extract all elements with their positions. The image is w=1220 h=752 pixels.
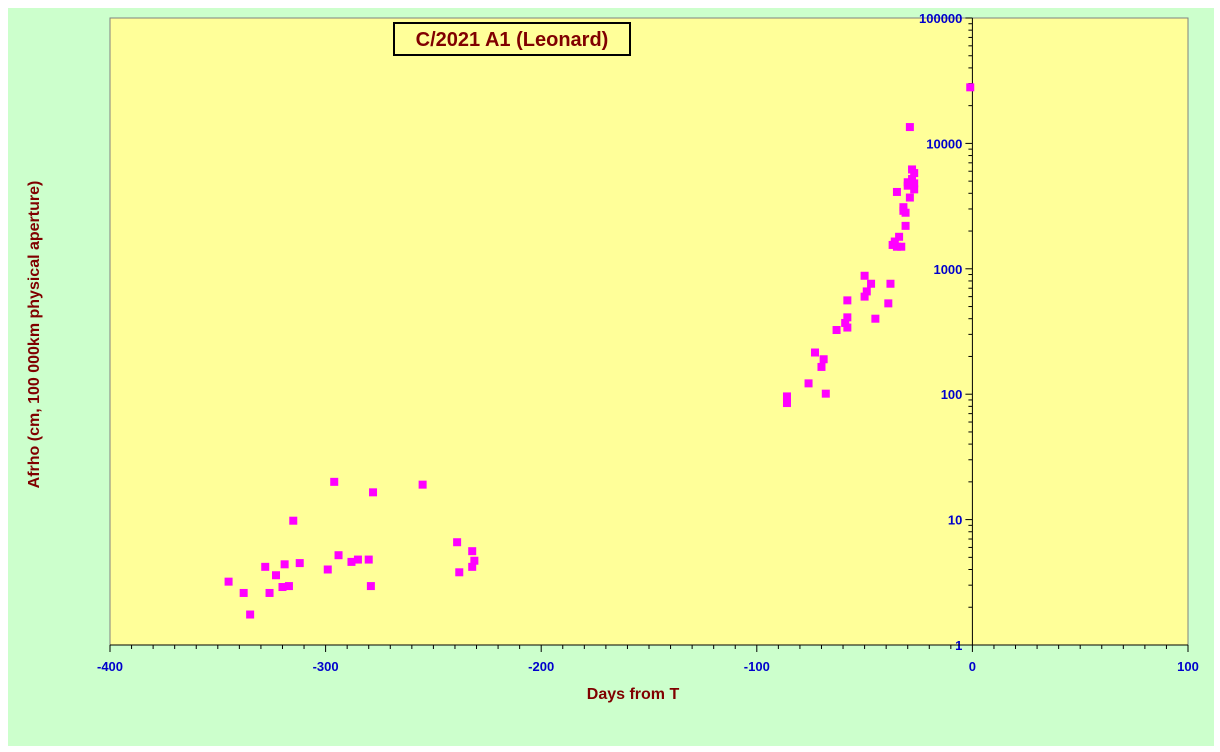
data-points (224, 83, 975, 619)
data-point (905, 123, 914, 132)
chart-title-box: C/2021 A1 (Leonard) (393, 22, 631, 56)
x-tick-label: 0 (969, 659, 976, 674)
data-point (819, 355, 828, 364)
title-frame (393, 22, 631, 56)
data-point (468, 547, 477, 556)
data-point (261, 562, 270, 571)
data-point (905, 193, 914, 202)
y-axis-title: Afrho (cm, 100 000km physical aperture) (26, 181, 43, 489)
data-point (966, 83, 975, 92)
data-point (817, 362, 826, 371)
data-point (364, 555, 373, 564)
data-point (804, 379, 813, 388)
x-axis-title: Days from T (587, 686, 680, 703)
y-axis-ticks: 110100100010000100000 (919, 11, 973, 653)
data-point (453, 538, 462, 547)
data-point (347, 557, 356, 566)
data-point (892, 242, 901, 251)
chart-title: C/2021 A1 (Leonard) (416, 29, 609, 51)
data-point (782, 392, 791, 401)
data-point (782, 399, 791, 408)
y-tick-label: 1000 (933, 262, 962, 277)
data-point (284, 582, 293, 591)
data-point (811, 348, 820, 357)
data-point (239, 588, 248, 597)
data-point (224, 577, 233, 586)
data-point (821, 389, 830, 398)
data-point (862, 287, 871, 296)
data-point (903, 178, 912, 187)
data-point (910, 169, 919, 178)
data-point (353, 555, 362, 564)
y-tick-label: 10000 (926, 136, 962, 151)
data-point (908, 175, 917, 184)
data-point (910, 179, 919, 188)
data-point (369, 488, 378, 497)
y-tick-label: 100000 (919, 11, 962, 26)
x-tick-label: -100 (744, 659, 770, 674)
data-point (910, 185, 919, 194)
data-point (246, 610, 255, 619)
data-point (334, 551, 343, 560)
data-point (278, 583, 287, 592)
x-tick-label: 100 (1177, 659, 1199, 674)
data-point (843, 323, 852, 332)
data-point (895, 232, 904, 241)
data-point (366, 582, 375, 591)
data-point (901, 208, 910, 217)
data-point (832, 326, 841, 335)
data-point (323, 565, 332, 574)
data-point (841, 318, 850, 327)
data-point (867, 279, 876, 288)
data-point (897, 242, 906, 251)
x-tick-label: -300 (313, 659, 339, 674)
data-point (280, 560, 289, 569)
data-point (330, 477, 339, 486)
data-point (860, 292, 869, 301)
data-point (901, 221, 910, 230)
y-tick-label: 10 (948, 513, 962, 528)
x-axis-ticks: -400 -300 -200 -100 0 100 (97, 645, 1199, 674)
data-point (843, 296, 852, 305)
data-point (455, 568, 464, 577)
data-point (289, 516, 298, 525)
data-point (295, 559, 304, 568)
data-point (892, 187, 901, 196)
data-point (418, 480, 427, 489)
data-point (884, 299, 893, 308)
x-tick-label: -400 (97, 659, 123, 674)
plot-background (109, 17, 1189, 646)
x-tick-label: -200 (528, 659, 554, 674)
data-point (871, 314, 880, 323)
y-tick-label: 100 (941, 387, 963, 402)
data-point (470, 556, 479, 565)
data-point (265, 588, 274, 597)
data-point (860, 271, 869, 280)
data-point (468, 562, 477, 571)
data-point (886, 279, 895, 288)
data-point (843, 313, 852, 322)
data-point (899, 203, 908, 212)
data-point (890, 237, 899, 246)
data-point (272, 571, 281, 580)
